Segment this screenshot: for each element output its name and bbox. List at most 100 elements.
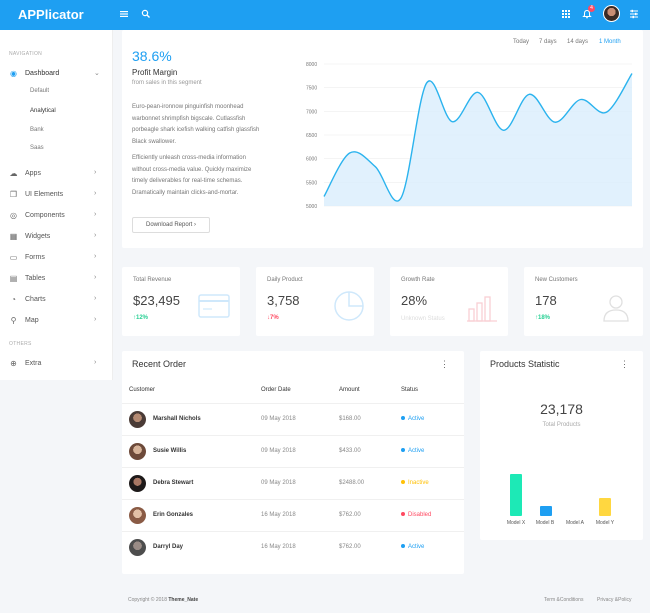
status-label: Disabled bbox=[408, 512, 432, 518]
bar-label-model-b: Model B bbox=[535, 520, 555, 526]
search-icon[interactable] bbox=[140, 9, 152, 21]
range-1-month[interactable]: 1 Month bbox=[599, 39, 621, 45]
table-row[interactable]: Darryl Day 16 May 2018 $762.00 Active bbox=[122, 531, 464, 563]
stat-value: $23,495 bbox=[133, 293, 180, 308]
more-vertical-icon[interactable]: ⋮ bbox=[440, 359, 449, 369]
sidebar-subitem-saas[interactable]: Saas bbox=[30, 145, 44, 151]
profit-margin-card: 38.6% Profit Margin from sales in this s… bbox=[122, 30, 643, 248]
stat-card-daily-product: Daily Product 3,758 ↓7% bbox=[256, 267, 374, 336]
sidebar-subitem-analytical[interactable]: Analytical bbox=[30, 108, 56, 114]
sidebar-item-extra[interactable]: ⊕ Extra › bbox=[0, 357, 113, 371]
sidebar-subitem-default[interactable]: Default bbox=[30, 88, 50, 94]
sidebar-item-widgets[interactable]: ▦ Widgets › bbox=[0, 230, 113, 244]
chevron-right-icon: › bbox=[94, 190, 97, 197]
status-label: Inactive bbox=[408, 480, 429, 486]
pie-chart-icon bbox=[334, 291, 364, 321]
apps-grid-icon[interactable] bbox=[560, 9, 572, 21]
sidebar-item-label: Extra bbox=[25, 360, 42, 367]
order-amount: $2488.00 bbox=[339, 480, 365, 486]
sidebar-item-label: Apps bbox=[25, 170, 41, 177]
compass-icon: ◎ bbox=[10, 211, 17, 220]
order-date: 09 May 2018 bbox=[261, 416, 296, 422]
user-avatar[interactable] bbox=[603, 5, 620, 22]
sidebar-item-ui-elements[interactable]: ❐ UI Elements › bbox=[0, 188, 113, 202]
table-row[interactable]: Erin Gonzales 16 May 2018 $762.00 Disabl… bbox=[122, 499, 464, 531]
customer-name: Susie Willis bbox=[153, 448, 187, 454]
chevron-right-icon: › bbox=[94, 295, 97, 302]
order-date: 16 May 2018 bbox=[261, 544, 296, 550]
sidebar-item-label: Forms bbox=[25, 254, 45, 261]
status-badge: Inactive bbox=[401, 480, 429, 486]
download-report-button[interactable]: Download Report › bbox=[132, 217, 210, 233]
order-amount: $762.00 bbox=[339, 544, 361, 550]
stat-value: 28% bbox=[401, 293, 428, 308]
stat-title: New Customers bbox=[535, 277, 578, 283]
products-statistic-title: Products Statistic bbox=[490, 359, 560, 369]
sidebar-item-map[interactable]: ⚲ Map › bbox=[0, 314, 113, 328]
products-statistic-card: Products Statistic ⋮ 23,178 Total Produc… bbox=[480, 351, 643, 540]
bar-label-model-a: Model A bbox=[565, 520, 585, 526]
menu-icon[interactable] bbox=[118, 9, 130, 21]
bar-model-y bbox=[599, 498, 611, 516]
table-row[interactable]: Debra Stewart 09 May 2018 $2488.00 Inact… bbox=[122, 467, 464, 499]
chevron-right-icon: › bbox=[94, 274, 97, 281]
status-dot bbox=[401, 448, 405, 453]
footer-author-link[interactable]: Theme_Nate bbox=[168, 597, 199, 603]
footer-privacy-link[interactable]: Privacy &Policy bbox=[597, 597, 632, 603]
profit-area-chart: 8000 7500 7000 6500 6000 5500 5000 bbox=[306, 62, 633, 210]
brand-logo[interactable]: APPlicator bbox=[18, 7, 84, 22]
sidebar-item-apps[interactable]: ☁ Apps › bbox=[0, 167, 113, 181]
grid-icon: ▦ bbox=[9, 232, 18, 241]
stat-delta: ↑12% bbox=[133, 315, 149, 321]
y-tick-label: 5500 bbox=[306, 180, 317, 186]
chevron-right-icon: › bbox=[94, 316, 97, 323]
y-tick-label: 5000 bbox=[306, 204, 317, 210]
customer-name: Marshall Nichols bbox=[153, 416, 201, 422]
map-pin-icon: ⚲ bbox=[10, 316, 17, 325]
status-badge: Active bbox=[401, 544, 424, 550]
sidebar-subitem-bank[interactable]: Bank bbox=[30, 127, 44, 133]
recent-order-card: Recent Order ⋮ Customer Order Date Amoun… bbox=[122, 351, 464, 574]
description-paragraph-2: Efficiently unleash cross-media informat… bbox=[132, 155, 252, 196]
sidebar-item-tables[interactable]: ▤ Tables › bbox=[0, 272, 113, 286]
more-vertical-icon[interactable]: ⋮ bbox=[620, 359, 629, 369]
stat-delta: ↓7% bbox=[267, 315, 279, 321]
table-row[interactable]: Susie Willis 09 May 2018 $433.00 Active bbox=[122, 435, 464, 467]
status-dot bbox=[401, 512, 405, 517]
column-header-status: Status bbox=[401, 387, 419, 393]
column-header-amount: Amount bbox=[339, 387, 360, 393]
status-dot bbox=[401, 416, 405, 421]
stat-card-growth-rate: Growth Rate 28% Unknown Status bbox=[390, 267, 508, 336]
cloud-icon: ☁ bbox=[9, 169, 18, 178]
profit-margin-percent: 38.6% bbox=[132, 48, 172, 64]
status-badge: Active bbox=[401, 416, 424, 422]
order-amount: $168.00 bbox=[339, 416, 361, 422]
range-7-days[interactable]: 7 days bbox=[539, 39, 557, 45]
stat-note: Unknown Status bbox=[401, 316, 445, 322]
y-tick-label: 7000 bbox=[306, 109, 317, 115]
profit-margin-subtitle: from sales in this segment bbox=[132, 80, 202, 86]
sidebar-heading-others: OTHERS bbox=[9, 341, 32, 347]
plus-circle-icon: ⊕ bbox=[10, 359, 17, 368]
recent-order-title: Recent Order bbox=[132, 359, 187, 369]
notification-badge: 4 bbox=[588, 5, 595, 12]
sidebar-item-label: Tables bbox=[25, 275, 46, 282]
bar-model-b bbox=[540, 506, 552, 516]
range-today[interactable]: Today bbox=[513, 39, 530, 45]
order-date: 16 May 2018 bbox=[261, 512, 296, 518]
range-14-days[interactable]: 14 days bbox=[567, 39, 589, 45]
sidebar-item-charts[interactable]: ◔ Charts › bbox=[0, 293, 113, 307]
y-tick-label: 6500 bbox=[306, 133, 317, 139]
y-tick-label: 6000 bbox=[306, 157, 317, 163]
bar-label-model-x: Model X bbox=[506, 520, 526, 526]
sidebar-item-dashboard[interactable]: ◉ Dashboard ⌄ bbox=[0, 67, 113, 81]
stat-title: Total Revenue bbox=[133, 277, 172, 283]
sidebar-heading-navigation: NAVIGATION bbox=[9, 51, 43, 57]
total-products-label: Total Products bbox=[542, 422, 581, 428]
settings-panel-icon[interactable] bbox=[628, 9, 640, 21]
footer-terms-link[interactable]: Term &Conditions bbox=[544, 597, 584, 603]
sidebar-item-forms[interactable]: ▭ Forms › bbox=[0, 251, 113, 265]
table-row[interactable]: Marshall Nichols 09 May 2018 $168.00 Act… bbox=[122, 403, 464, 435]
order-date: 09 May 2018 bbox=[261, 448, 296, 454]
sidebar-item-components[interactable]: ◎ Components › bbox=[0, 209, 113, 223]
